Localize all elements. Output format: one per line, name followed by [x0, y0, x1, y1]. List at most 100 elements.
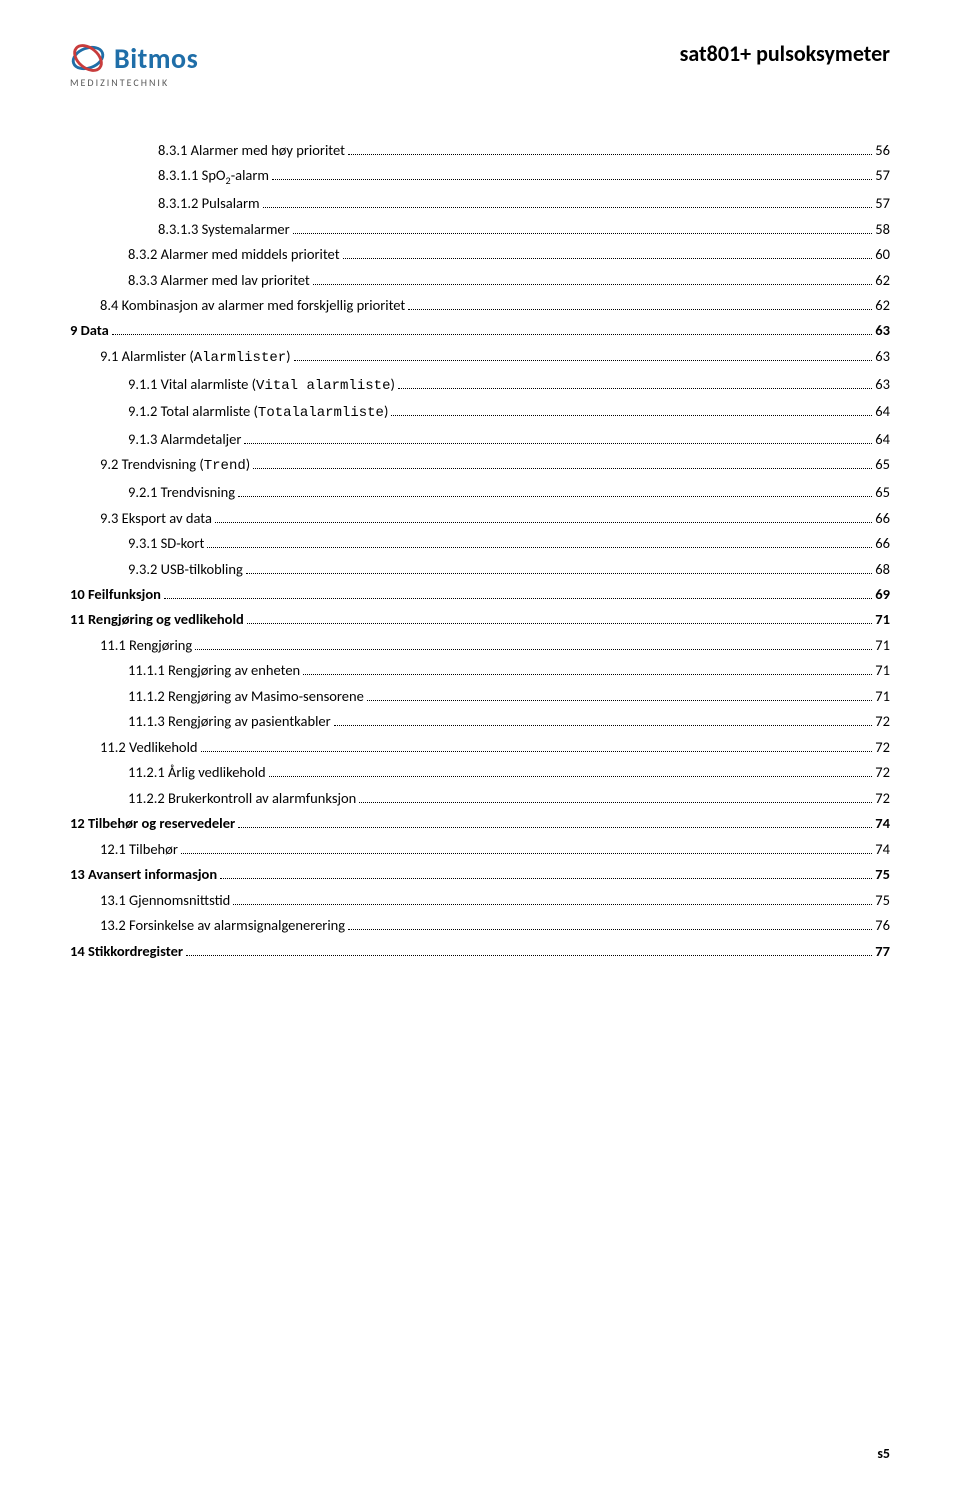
toc-entry-page: 57: [875, 192, 890, 214]
toc-entry-page: 72: [875, 710, 890, 732]
toc-entry-label: 9 Data: [70, 319, 109, 341]
toc-entry-label: 11.2 Vedlikehold: [100, 736, 198, 758]
toc-entry-label: 9.3.1 SD-kort: [128, 532, 204, 554]
toc-entry: 8.3.1.1 SpO2-alarm57: [70, 164, 890, 189]
toc-entry: 11.2.1 Årlig vedlikehold 72: [70, 761, 890, 783]
toc-entry-page: 62: [875, 269, 890, 291]
toc-entry: 11.1.1 Rengjøring av enheten71: [70, 659, 890, 681]
toc-entry-label: 14 Stikkordregister: [70, 940, 183, 962]
toc-leader-dots: [201, 751, 873, 752]
toc-leader-dots: [343, 258, 873, 259]
toc-entry-label: 12 Tilbehør og reservedeler: [70, 812, 235, 834]
toc-leader-dots: [269, 776, 873, 777]
toc-entry: 9.3.2 USB-tilkobling 68: [70, 558, 890, 580]
toc-entry: 9 Data 63: [70, 319, 890, 341]
toc-entry-label: 8.3.3 Alarmer med lav prioritet: [128, 269, 310, 291]
toc-entry-label: 11.2.1 Årlig vedlikehold: [128, 761, 266, 783]
toc-entry: 11.1.3 Rengjøring av pasientkabler 72: [70, 710, 890, 732]
toc-leader-dots: [220, 878, 872, 879]
toc-leader-dots: [359, 802, 872, 803]
toc-entry: 10 Feilfunksjon 69: [70, 583, 890, 605]
toc-entry: 13.2 Forsinkelse av alarmsignalgenererin…: [70, 914, 890, 936]
toc-leader-dots: [238, 827, 872, 828]
toc-entry-page: 65: [875, 453, 890, 475]
toc-leader-dots: [391, 415, 872, 416]
toc-entry: 14 Stikkordregister 77: [70, 940, 890, 962]
toc-entry-page: 72: [875, 761, 890, 783]
toc-entry-label: 11 Rengjøring og vedlikehold: [70, 608, 244, 630]
toc-entry-label: 9.1 Alarmlister (Alarmlister): [100, 345, 291, 370]
toc-entry: 13 Avansert informasjon75: [70, 863, 890, 885]
toc-entry: 9.1.3 Alarmdetaljer64: [70, 428, 890, 450]
toc-leader-dots: [186, 955, 872, 956]
toc-entry: 9.1 Alarmlister (Alarmlister) 63: [70, 345, 890, 370]
table-of-contents: 8.3.1 Alarmer med høy prioritet 56 8.3.1.1…: [70, 139, 890, 962]
toc-entry-page: 68: [875, 558, 890, 580]
toc-entry-page: 72: [875, 736, 890, 758]
toc-entry: 12.1 Tilbehør74: [70, 838, 890, 860]
toc-entry: 13.1 Gjennomsnittstid 75: [70, 889, 890, 911]
toc-leader-dots: [348, 929, 872, 930]
toc-leader-dots: [293, 233, 873, 234]
toc-entry: 11.1 Rengjøring71: [70, 634, 890, 656]
toc-entry-label: 9.2 Trendvisning (Trend): [100, 453, 250, 478]
toc-leader-dots: [408, 309, 872, 310]
toc-leader-dots: [207, 547, 872, 548]
toc-entry-label: 11.2.2 Brukerkontroll av alarmfunksjon: [128, 787, 356, 809]
logo-subtext: MEDIZINTECHNIK: [70, 76, 198, 89]
toc-entry-label: 9.1.3 Alarmdetaljer: [128, 428, 241, 450]
toc-entry: 9.1.2 Total alarmliste (Totalalarmliste)…: [70, 400, 890, 425]
toc-leader-dots: [244, 443, 872, 444]
toc-entry: 8.4 Kombinasjon av alarmer med forskjell…: [70, 294, 890, 316]
toc-leader-dots: [253, 468, 872, 469]
toc-entry-page: 77: [875, 940, 890, 962]
toc-entry-page: 69: [875, 583, 890, 605]
toc-entry: 12 Tilbehør og reservedeler 74: [70, 812, 890, 834]
toc-leader-dots: [181, 853, 872, 854]
page-number: s5: [877, 1445, 890, 1462]
toc-entry-label: 11.1.3 Rengjøring av pasientkabler: [128, 710, 331, 732]
toc-leader-dots: [334, 725, 873, 726]
toc-leader-dots: [367, 700, 873, 701]
toc-entry-label: 9.3.2 USB-tilkobling: [128, 558, 243, 580]
toc-entry-label: 8.3.1.1 SpO2-alarm: [158, 164, 269, 189]
toc-entry-page: 63: [875, 345, 890, 367]
toc-entry: 9.3.1 SD-kort 66: [70, 532, 890, 554]
toc-leader-dots: [303, 674, 872, 675]
toc-entry-page: 71: [875, 659, 890, 681]
toc-leader-dots: [215, 522, 872, 523]
toc-entry-page: 56: [875, 139, 890, 161]
toc-entry-label: 9.1.1 Vital alarmliste (Vital alarmliste…: [128, 373, 395, 398]
toc-entry-page: 72: [875, 787, 890, 809]
toc-leader-dots: [398, 388, 872, 389]
toc-entry-page: 75: [875, 889, 890, 911]
toc-entry-label: 8.3.2 Alarmer med middels prioritet: [128, 243, 340, 265]
toc-entry: 11.2 Vedlikehold 72: [70, 736, 890, 758]
toc-entry-page: 76: [875, 914, 890, 936]
toc-leader-dots: [112, 334, 872, 335]
toc-entry-page: 66: [875, 507, 890, 529]
toc-leader-dots: [246, 573, 872, 574]
toc-entry-label: 10 Feilfunksjon: [70, 583, 161, 605]
toc-leader-dots: [195, 649, 872, 650]
toc-entry-page: 71: [875, 685, 890, 707]
toc-entry-page: 71: [875, 608, 890, 630]
toc-entry: 9.2 Trendvisning (Trend) 65: [70, 453, 890, 478]
toc-entry: 9.3 Eksport av data 66: [70, 507, 890, 529]
toc-entry-page: 60: [875, 243, 890, 265]
toc-entry: 9.2.1 Trendvisning65: [70, 481, 890, 503]
toc-entry-label: 13.1 Gjennomsnittstid: [100, 889, 230, 911]
toc-entry-label: 13 Avansert informasjon: [70, 863, 217, 885]
toc-entry-label: 8.3.1 Alarmer med høy prioritet: [158, 139, 345, 161]
toc-entry: 11.2.2 Brukerkontroll av alarmfunksjon 72: [70, 787, 890, 809]
toc-entry-page: 66: [875, 532, 890, 554]
toc-entry-label: 9.3 Eksport av data: [100, 507, 212, 529]
toc-entry-page: 71: [875, 634, 890, 656]
toc-entry: 8.3.1.2 Pulsalarm57: [70, 192, 890, 214]
toc-entry-page: 63: [875, 319, 890, 341]
toc-leader-dots: [348, 154, 872, 155]
toc-leader-dots: [294, 360, 873, 361]
toc-entry-label: 9.1.2 Total alarmliste (Totalalarmliste): [128, 400, 388, 425]
toc-entry-page: 74: [875, 812, 890, 834]
toc-entry: 9.1.1 Vital alarmliste (Vital alarmliste…: [70, 373, 890, 398]
